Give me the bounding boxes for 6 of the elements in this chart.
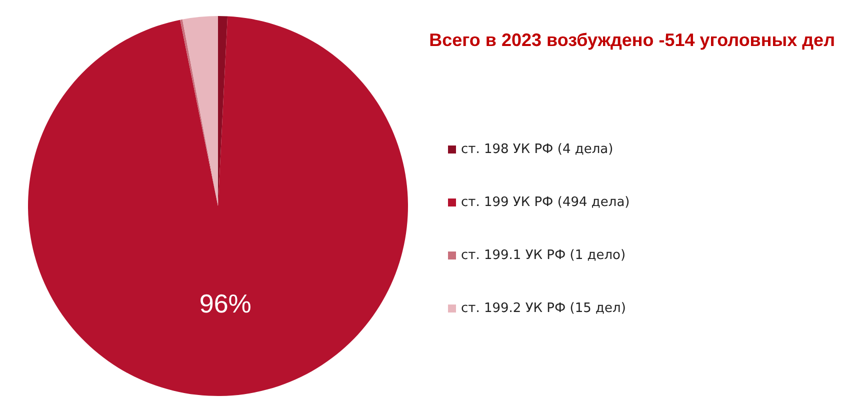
- legend-label: ст. 199 УК РФ (494 дела): [461, 195, 630, 210]
- data-label: 96%: [199, 288, 252, 319]
- legend-label: ст. 198 УК РФ (4 дела): [461, 142, 614, 157]
- legend-label: ст. 199.2 УК РФ (15 дел): [461, 301, 626, 316]
- legend-label: ст. 199.1 УК РФ (1 дело): [461, 248, 626, 263]
- text: Всего в 2023 возбуждено -514 уголовных дел: [429, 30, 836, 50]
